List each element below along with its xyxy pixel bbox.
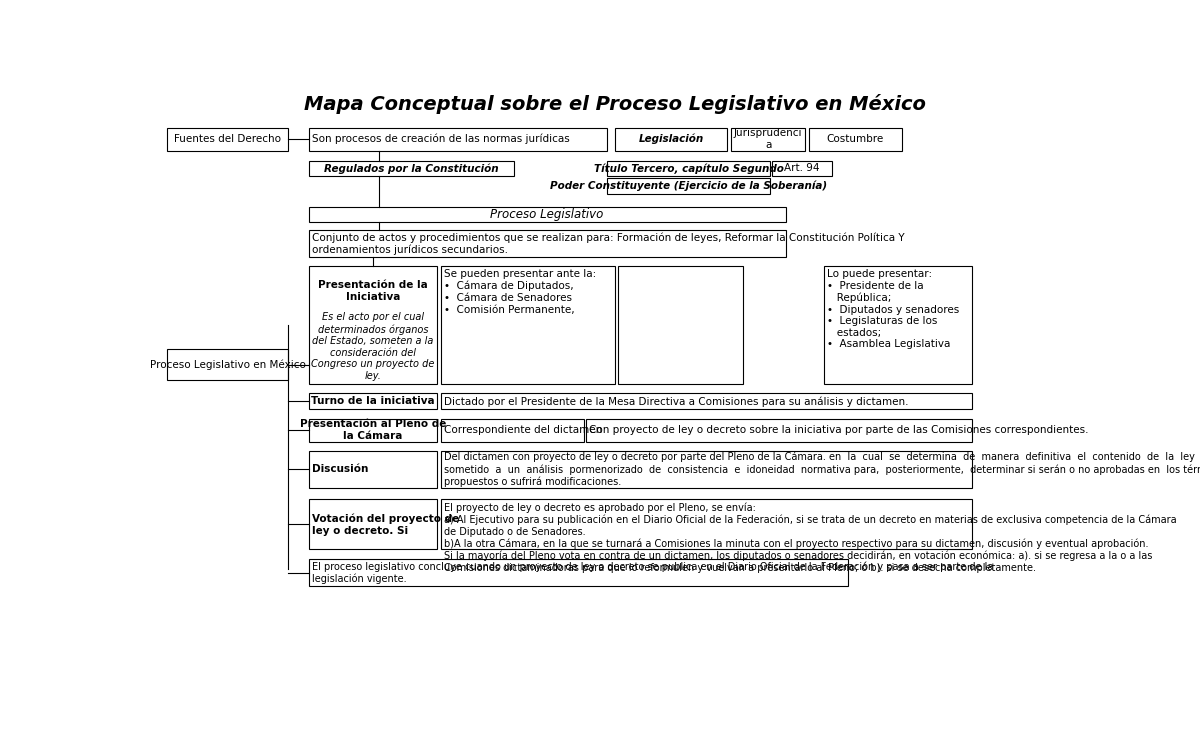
Text: Lo puede presentar:
•  Presidente de la
   República;
•  Diputados y senadores
•: Lo puede presentar: • Presidente de la R… <box>827 269 960 349</box>
Bar <box>731 128 805 151</box>
Text: El proceso legislativo concluye cuando un proyecto de ley o decreto se publica e: El proceso legislativo concluye cuando u… <box>312 561 994 584</box>
Bar <box>440 266 616 384</box>
Text: Son procesos de creación de las normas jurídicas: Son procesos de creación de las normas j… <box>312 134 570 144</box>
Text: Art. 94: Art. 94 <box>785 163 820 174</box>
Text: Dictado por el Presidente de la Mesa Directiva a Comisiones para su análisis y d: Dictado por el Presidente de la Mesa Dir… <box>444 396 908 407</box>
Text: Discusión: Discusión <box>312 464 368 475</box>
Bar <box>440 418 584 442</box>
Text: Legislación: Legislación <box>638 134 704 144</box>
Bar <box>773 160 832 176</box>
Bar <box>440 393 972 410</box>
Text: Presentación al Pleno de
la Cámara: Presentación al Pleno de la Cámara <box>300 419 446 441</box>
Bar <box>440 451 972 488</box>
Text: Correspondiente del dictamen: Correspondiente del dictamen <box>444 425 602 435</box>
Text: Proceso Legislativo: Proceso Legislativo <box>491 208 604 221</box>
Bar <box>618 266 743 384</box>
Text: Con proyecto de ley o decreto sobre la iniciativa por parte de las Comisiones co: Con proyecto de ley o decreto sobre la i… <box>589 425 1088 435</box>
Bar <box>824 266 972 384</box>
Bar <box>308 128 607 151</box>
Text: Mapa Conceptual sobre el Proceso Legislativo en México: Mapa Conceptual sobre el Proceso Legisla… <box>304 95 926 114</box>
Bar <box>308 393 437 410</box>
Bar <box>587 418 972 442</box>
Bar <box>308 230 786 257</box>
Bar <box>308 451 437 488</box>
Bar <box>167 349 288 380</box>
Text: Presentación de la
Iniciativa: Presentación de la Iniciativa <box>318 280 427 302</box>
Bar <box>167 128 288 151</box>
Bar <box>308 499 437 550</box>
Text: Poder Constituyente (Ejercicio de la Soberanía): Poder Constituyente (Ejercicio de la Sob… <box>550 181 827 191</box>
Bar <box>308 207 786 222</box>
Bar <box>308 418 437 442</box>
Bar <box>607 160 770 176</box>
Text: Regulados por la Constitución: Regulados por la Constitución <box>324 163 499 174</box>
Text: Fuentes del Derecho: Fuentes del Derecho <box>174 134 281 144</box>
Bar <box>308 266 437 384</box>
Bar <box>809 128 901 151</box>
Text: Título Tercero, capítulo Segundo: Título Tercero, capítulo Segundo <box>594 163 784 174</box>
Text: Jurisprudenci
a: Jurisprudenci a <box>734 128 803 150</box>
Bar <box>308 160 515 176</box>
Bar <box>440 499 972 550</box>
Text: Turno de la iniciativa: Turno de la iniciativa <box>311 397 434 406</box>
Text: Es el acto por el cual
determinados órganos
del Estado, someten a la
consideraci: Es el acto por el cual determinados órga… <box>311 312 434 381</box>
Text: Votación del proyecto de
ley o decreto. Si: Votación del proyecto de ley o decreto. … <box>312 513 460 536</box>
Text: Proceso Legislativo en México: Proceso Legislativo en México <box>150 359 306 370</box>
Text: Conjunto de actos y procedimientos que se realizan para: Formación de leyes, Ref: Conjunto de actos y procedimientos que s… <box>312 232 905 254</box>
Bar <box>616 128 727 151</box>
Bar <box>607 179 770 194</box>
Text: Costumbre: Costumbre <box>827 134 884 144</box>
Bar <box>308 558 847 586</box>
Text: Se pueden presentar ante la:
•  Cámara de Diputados,
•  Cámara de Senadores
•  C: Se pueden presentar ante la: • Cámara de… <box>444 269 596 315</box>
Text: El proyecto de ley o decreto es aprobado por el Pleno, se envía:
a) Al Ejecutivo: El proyecto de ley o decreto es aprobado… <box>444 502 1176 574</box>
Text: Del dictamen con proyecto de ley o decreto por parte del Pleno de la Cámara. en : Del dictamen con proyecto de ley o decre… <box>444 452 1200 487</box>
